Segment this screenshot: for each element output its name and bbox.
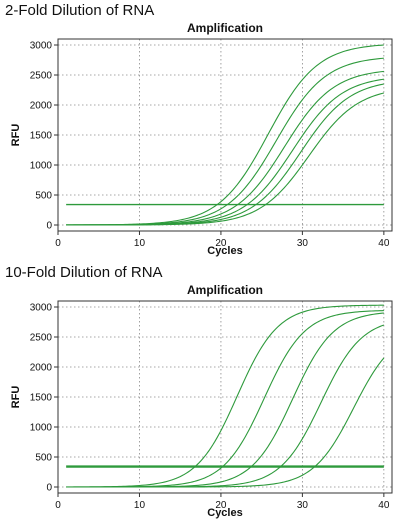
y-tick-label: 2000 (30, 363, 53, 374)
x-axis-label: Cycles (207, 507, 242, 519)
amplification-curve-3 (66, 70, 384, 226)
y-tick-label: 2000 (30, 101, 53, 112)
y-tick-label: 1500 (30, 393, 53, 404)
x-tick-label: 30 (297, 500, 309, 511)
y-tick-label: 2500 (30, 71, 53, 82)
panel-2-heading: 10-Fold Dilution of RNA (5, 264, 163, 281)
chart-title: Amplification (187, 21, 263, 35)
x-tick-label: 30 (297, 238, 309, 249)
amplification-curve-2 (66, 57, 384, 226)
amplification-curve-1 (66, 44, 384, 226)
y-tick-label: 3000 (30, 41, 53, 52)
x-tick-label: 10 (134, 500, 146, 511)
amplification-curve-4 (66, 324, 385, 488)
y-tick-label: 2500 (30, 333, 53, 344)
y-axis-label: RFU (10, 386, 22, 409)
y-tick-label: 1000 (30, 161, 53, 172)
y-tick-label: 3000 (30, 303, 53, 314)
x-tick-label: 0 (55, 500, 61, 511)
amplification-curve-3 (66, 312, 384, 488)
amplification-curve-6 (66, 92, 384, 226)
y-tick-label: 1500 (30, 131, 53, 142)
panel-1-heading: 2-Fold Dilution of RNA (5, 2, 155, 19)
x-tick-label: 20 (215, 500, 227, 511)
y-tick-label: 1000 (30, 423, 53, 434)
y-tick-label: 500 (35, 453, 52, 464)
y-tick-label: 0 (46, 221, 52, 232)
y-axis-label: RFU (10, 124, 22, 147)
y-tick-label: 0 (46, 483, 52, 494)
amplification-curve-5 (66, 357, 385, 488)
x-tick-label: 10 (134, 238, 146, 249)
amplification-curve-4 (66, 78, 384, 226)
x-tick-label: 20 (215, 238, 227, 249)
x-tick-label: 40 (378, 238, 390, 249)
amplification-chart-1: Amplification 0 10 20 30 40 0 500 1000 1500 2000 25… (10, 21, 393, 257)
amplification-curve-5 (66, 83, 384, 226)
x-tick-label: 40 (378, 500, 390, 511)
amplification-curve-2 (66, 310, 384, 488)
y-tick-label: 500 (35, 191, 52, 202)
plot-frame (57, 38, 393, 232)
amplification-curve-1 (66, 304, 384, 488)
x-tick-label: 0 (55, 238, 61, 249)
amplification-chart-2: Amplification 0 10 20 30 40 0 500 1000 1500 2000 25… (10, 283, 393, 519)
chart-title: Amplification (187, 283, 263, 297)
x-axis-label: Cycles (207, 245, 242, 257)
